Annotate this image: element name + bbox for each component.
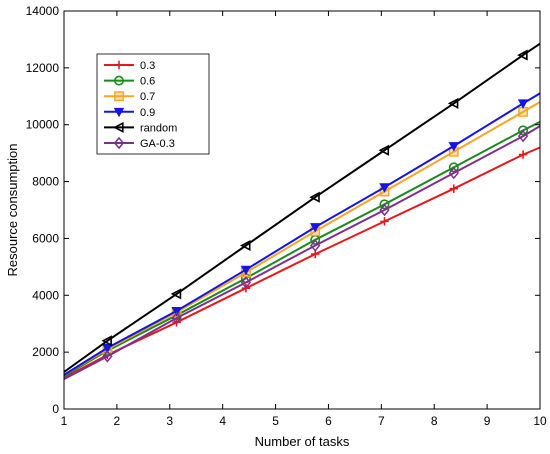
y-axis-title: Resource consumption: [5, 144, 20, 277]
series-random-point: [240, 240, 251, 252]
legend: 0.3 0.6 0.7 0.9 random GA-0.3: [96, 53, 210, 155]
series-ga-0-3-point: [379, 203, 390, 217]
series-random-point: [447, 97, 459, 109]
legend-box: [96, 53, 210, 155]
series-ga-0-3-point: [448, 166, 459, 180]
series-0-9-point: [102, 343, 113, 354]
plot-frame: [63, 10, 541, 410]
series-0-3-point: [380, 217, 389, 226]
x-tick-label: 8: [431, 414, 438, 428]
legend-item-0-7-marker: [114, 91, 124, 102]
legend-item-0-3-marker: [114, 60, 124, 70]
legend-item-0-6-marker: [114, 75, 125, 86]
legend-item-random: random: [104, 121, 177, 134]
x-tick-label: 5: [272, 414, 279, 428]
legend-item-random-label: random: [140, 122, 177, 134]
y-tick-label: 10000: [26, 118, 60, 132]
y-tick-label: 2000: [32, 345, 59, 359]
series-random-point: [517, 49, 528, 61]
series-ga-0-3-point: [310, 239, 321, 252]
y-tick-label: 12000: [26, 61, 60, 75]
series-random-point: [101, 335, 112, 347]
series-0-6-point: [448, 162, 459, 173]
series-0-3-point: [518, 150, 528, 159]
series-0-9-point: [448, 142, 460, 152]
series-0-9-point: [310, 223, 321, 233]
series-random: [63, 42, 541, 373]
x-axis-title: Number of tasks: [255, 434, 350, 449]
legend-item-0-9: 0.9: [104, 107, 155, 119]
series-random-point: [309, 191, 320, 203]
series-0-6-point: [379, 199, 390, 210]
x-tick-label: 3: [166, 414, 173, 428]
series-ga-0-3-line: [63, 125, 541, 380]
y-tick-label: 0: [52, 402, 59, 416]
legend-items: 0.3 0.6 0.7 0.9 random GA-0.3: [104, 60, 177, 150]
series-ga-0-3: [63, 125, 541, 380]
series-0-9: [63, 92, 541, 376]
legend-item-0-7-label: 0.7: [140, 91, 155, 103]
y-tick-label: 4000: [32, 288, 59, 302]
x-tick-label: 10: [533, 414, 547, 428]
legend-item-ga-0-3-label: GA-0.3: [140, 138, 175, 150]
series-0-9-point: [379, 183, 390, 193]
x-tick-label: 6: [325, 414, 332, 428]
series-layer: [63, 42, 541, 380]
series-0-3-point: [449, 184, 458, 193]
y-tick-label: 8000: [32, 175, 59, 189]
series-0-6-point: [518, 125, 529, 136]
series-0-9-point: [240, 265, 252, 276]
legend-item-0-3: 0.3: [104, 60, 155, 72]
legend-item-0-9-marker: [113, 107, 125, 118]
series-random-line: [63, 42, 541, 373]
ticks-layer: 1 2 3 4 5 6 7 8 9 10 0 2000 4000 6000 8000 10000 12000 14…: [26, 4, 547, 428]
legend-item-0-6: 0.6: [104, 76, 155, 88]
legend-item-0-6-label: 0.6: [140, 76, 155, 88]
series-0-7-point: [518, 107, 528, 117]
series-ga-0-3-point: [102, 350, 113, 363]
series-random-point: [378, 144, 390, 156]
x-tick-label: 1: [61, 414, 68, 428]
legend-item-ga-0-3: GA-0.3: [104, 136, 175, 150]
x-tick-label: 9: [484, 414, 491, 428]
x-tick-label: 2: [114, 414, 121, 428]
series-ga-0-3-point: [171, 311, 182, 325]
y-tick-label: 6000: [32, 231, 59, 245]
y-tick-label: 14000: [26, 4, 60, 18]
legend-item-0-9-label: 0.9: [140, 107, 155, 119]
legend-item-0-3-label: 0.3: [140, 60, 155, 72]
legend-item-random-marker: [113, 121, 124, 133]
series-0-9-point: [171, 306, 182, 317]
series-ga-0-3-point: [517, 129, 529, 143]
series-0-9-point: [517, 99, 529, 109]
legend-item-0-7: 0.7: [104, 91, 155, 103]
series-ga-0-3-point: [240, 276, 252, 289]
x-tick-label: 4: [219, 414, 226, 428]
x-tick-label: 7: [378, 414, 385, 428]
legend-item-ga-0-3-marker: [113, 136, 125, 150]
series-random-point: [170, 288, 182, 300]
